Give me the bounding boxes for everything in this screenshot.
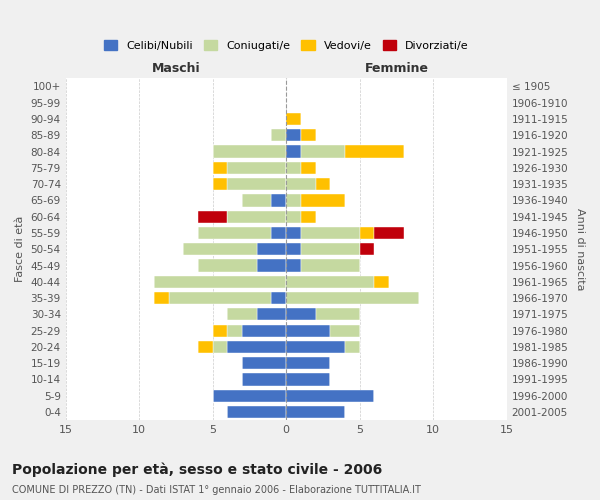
Bar: [242, 324, 286, 336]
Bar: [286, 210, 301, 223]
Bar: [242, 194, 271, 206]
Bar: [286, 406, 345, 418]
Bar: [212, 146, 286, 158]
Text: COMUNE DI PREZZO (TN) - Dati ISTAT 1° gennaio 2006 - Elaborazione TUTTITALIA.IT: COMUNE DI PREZZO (TN) - Dati ISTAT 1° ge…: [12, 485, 421, 495]
Bar: [286, 308, 316, 320]
Bar: [286, 178, 316, 190]
Bar: [212, 390, 286, 402]
Bar: [198, 210, 227, 223]
Bar: [301, 260, 360, 272]
Bar: [286, 129, 301, 141]
Bar: [169, 292, 271, 304]
Bar: [286, 194, 301, 206]
Bar: [198, 227, 271, 239]
Bar: [345, 341, 360, 353]
Bar: [301, 194, 345, 206]
Text: Femmine: Femmine: [364, 62, 428, 75]
Bar: [286, 390, 374, 402]
Bar: [286, 341, 345, 353]
Bar: [316, 178, 331, 190]
Bar: [212, 178, 227, 190]
Bar: [271, 292, 286, 304]
Bar: [345, 146, 404, 158]
Bar: [286, 162, 301, 174]
Bar: [257, 243, 286, 256]
Bar: [286, 292, 419, 304]
Bar: [271, 129, 286, 141]
Bar: [271, 194, 286, 206]
Text: Popolazione per età, sesso e stato civile - 2006: Popolazione per età, sesso e stato civil…: [12, 462, 382, 477]
Bar: [301, 243, 360, 256]
Bar: [286, 374, 331, 386]
Bar: [227, 324, 242, 336]
Text: Maschi: Maschi: [152, 62, 200, 75]
Bar: [227, 308, 257, 320]
Bar: [257, 260, 286, 272]
Bar: [301, 162, 316, 174]
Bar: [227, 341, 286, 353]
Bar: [286, 357, 331, 370]
Bar: [360, 243, 374, 256]
Bar: [331, 324, 360, 336]
Y-axis label: Anni di nascita: Anni di nascita: [575, 208, 585, 290]
Bar: [198, 341, 212, 353]
Bar: [154, 292, 169, 304]
Bar: [286, 260, 301, 272]
Y-axis label: Fasce di età: Fasce di età: [15, 216, 25, 282]
Bar: [286, 276, 374, 288]
Legend: Celibi/Nubili, Coniugati/e, Vedovi/e, Divorziati/e: Celibi/Nubili, Coniugati/e, Vedovi/e, Di…: [100, 36, 473, 56]
Bar: [257, 308, 286, 320]
Bar: [360, 227, 374, 239]
Bar: [227, 406, 286, 418]
Bar: [212, 324, 227, 336]
Bar: [374, 227, 404, 239]
Bar: [374, 276, 389, 288]
Bar: [301, 129, 316, 141]
Bar: [242, 357, 286, 370]
Bar: [286, 113, 301, 125]
Bar: [212, 162, 227, 174]
Bar: [198, 260, 257, 272]
Bar: [154, 276, 286, 288]
Bar: [301, 146, 345, 158]
Bar: [212, 341, 227, 353]
Bar: [242, 374, 286, 386]
Bar: [286, 146, 301, 158]
Bar: [286, 243, 301, 256]
Bar: [301, 227, 360, 239]
Bar: [271, 227, 286, 239]
Bar: [227, 162, 286, 174]
Bar: [286, 227, 301, 239]
Bar: [227, 178, 286, 190]
Bar: [316, 308, 360, 320]
Bar: [183, 243, 257, 256]
Bar: [227, 210, 286, 223]
Bar: [301, 210, 316, 223]
Bar: [286, 324, 331, 336]
